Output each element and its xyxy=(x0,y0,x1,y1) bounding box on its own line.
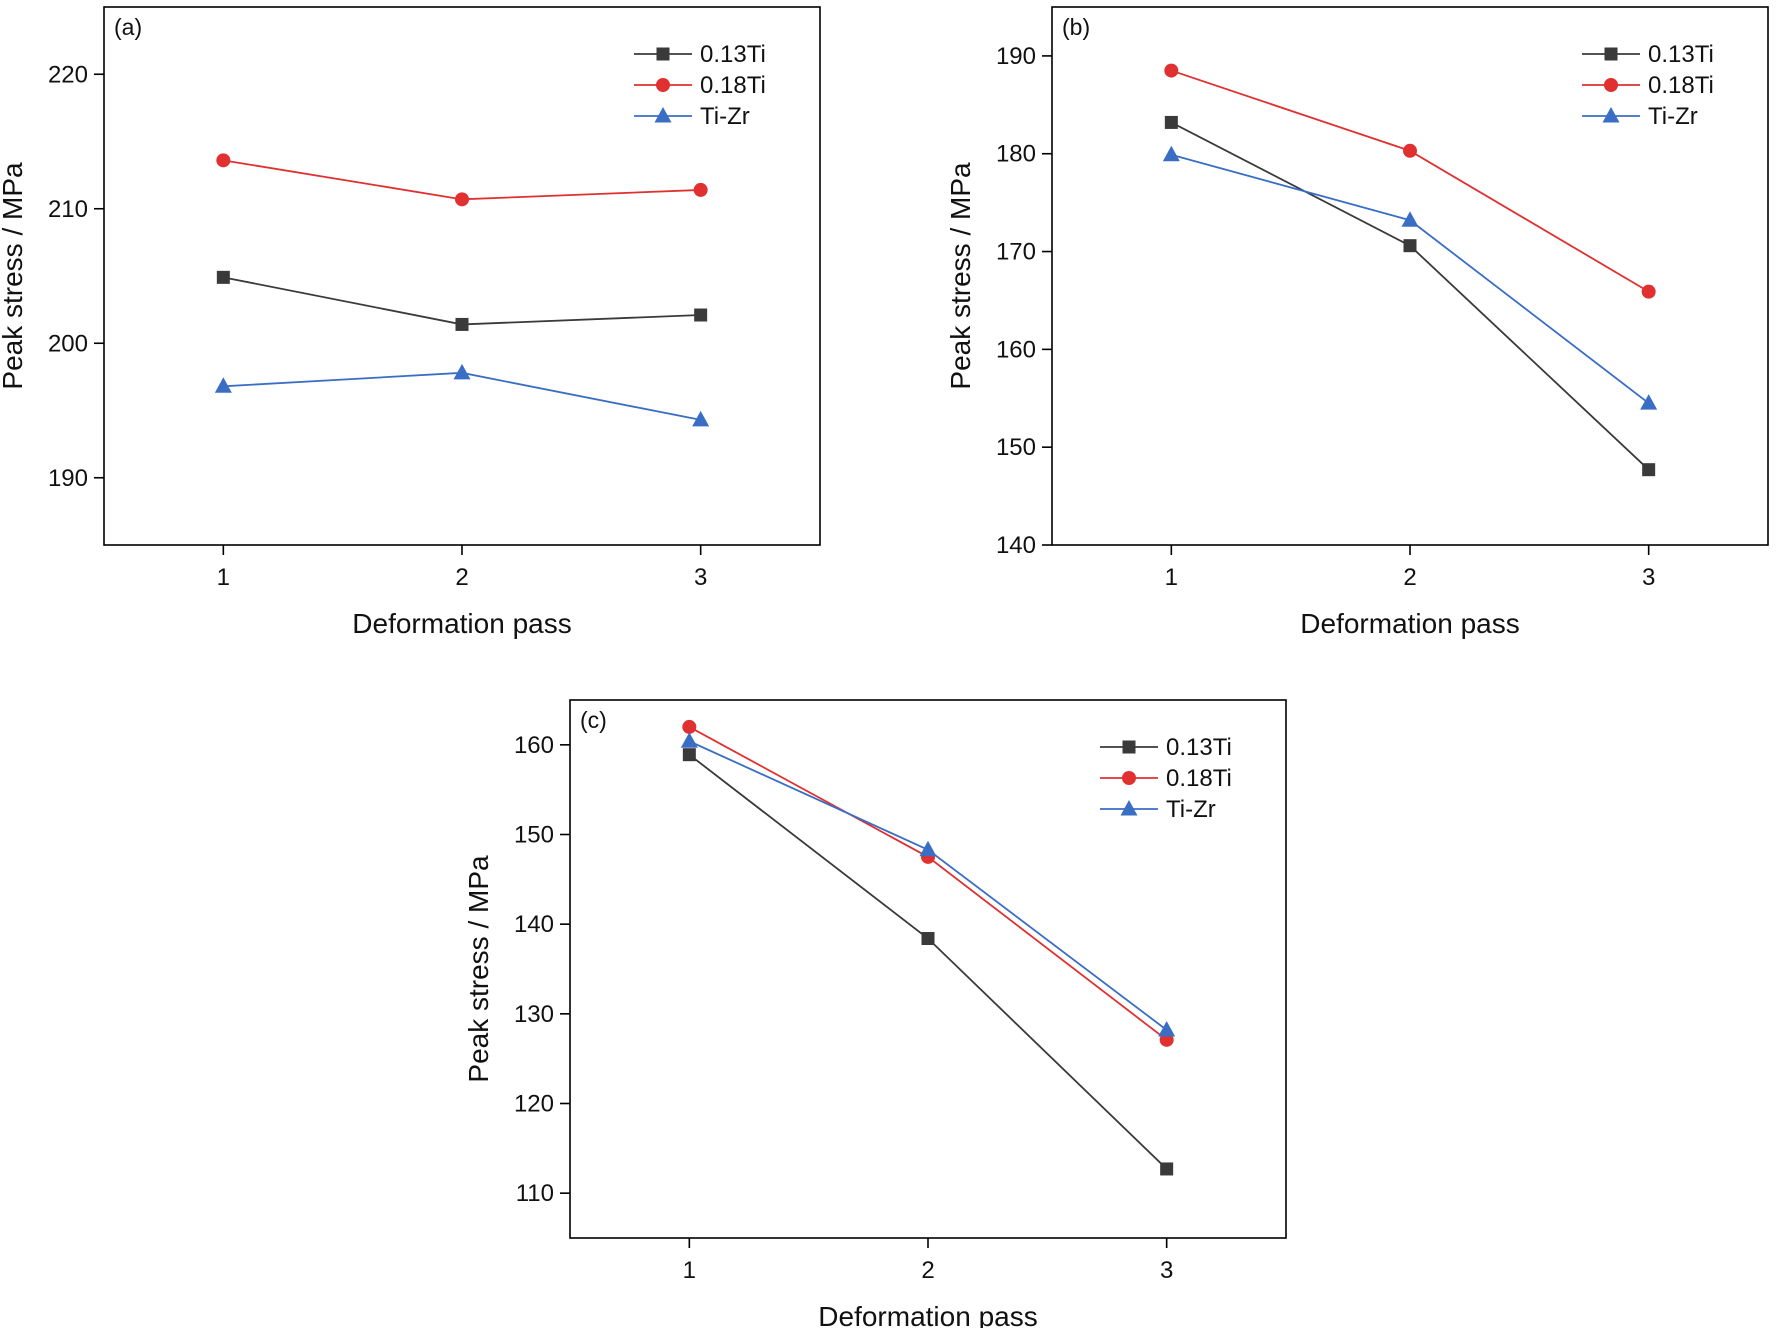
legend-marker xyxy=(1602,107,1620,123)
y-tick-label: 120 xyxy=(514,1091,554,1118)
legend-label: Ti-Zr xyxy=(1648,103,1698,130)
y-tick-label: 210 xyxy=(48,196,88,223)
panel-label: (a) xyxy=(114,14,142,40)
legend-marker xyxy=(1120,800,1138,816)
series-0.18Ti xyxy=(682,719,1174,1047)
y-tick-label: 150 xyxy=(514,822,554,849)
data-point xyxy=(1403,239,1417,253)
series-line xyxy=(1171,69,1650,293)
x-tick-label: 3 xyxy=(694,564,707,591)
y-tick-label: 110 xyxy=(516,1180,554,1207)
legend-marker xyxy=(1122,771,1136,785)
legend-label: 0.18Ti xyxy=(1648,72,1714,99)
y-tick-label: 180 xyxy=(996,141,1036,168)
data-point xyxy=(1162,145,1180,162)
chart-panel-1: (a) 190 200 210 220 1 2 3 Deformation pass Peak s… xyxy=(0,6,821,639)
x-tick-label: 2 xyxy=(455,564,468,591)
legend-marker xyxy=(656,47,670,61)
y-tick-label: 150 xyxy=(996,434,1036,461)
y-tick-label: 160 xyxy=(996,336,1036,363)
x-tick-label: 3 xyxy=(1642,564,1655,591)
data-point xyxy=(453,363,471,380)
legend-label: 0.18Ti xyxy=(700,72,766,99)
panel-label: (c) xyxy=(580,707,607,733)
series-line xyxy=(1171,153,1650,404)
legend-marker xyxy=(654,107,672,123)
series-Ti-Zr xyxy=(680,732,1176,1037)
data-point xyxy=(1160,1162,1174,1176)
data-point xyxy=(694,308,708,322)
data-point xyxy=(693,182,708,197)
y-axis-title: Peak stress / MPa xyxy=(945,162,976,390)
data-point xyxy=(214,377,232,393)
x-tick-label: 1 xyxy=(683,1257,696,1284)
y-tick-label: 130 xyxy=(514,1001,554,1028)
series-line xyxy=(688,740,1168,1031)
y-axis-title: Peak stress / MPa xyxy=(0,162,28,390)
x-axis-title: Deformation pass xyxy=(818,1301,1037,1328)
y-tick-label: 170 xyxy=(996,239,1036,266)
data-point xyxy=(1164,115,1178,129)
data-point xyxy=(1164,63,1179,78)
y-tick-label: 160 xyxy=(514,732,554,759)
data-point xyxy=(1642,463,1656,477)
legend-marker xyxy=(1122,740,1136,754)
series-0.18Ti xyxy=(1164,63,1656,299)
legend-marker xyxy=(1604,47,1618,61)
series-Ti-Zr xyxy=(214,363,710,427)
data-point xyxy=(921,932,935,946)
y-tick-label: 200 xyxy=(48,330,88,357)
legend-label: Ti-Zr xyxy=(700,103,750,130)
data-point xyxy=(216,153,231,168)
legend-marker xyxy=(1604,78,1618,92)
legend-label: 0.13Ti xyxy=(1648,41,1714,68)
series-line xyxy=(688,753,1168,1170)
y-tick-label: 190 xyxy=(48,465,88,492)
series-Ti-Zr xyxy=(1162,145,1658,410)
panel-label: (b) xyxy=(1062,14,1090,40)
x-tick-label: 2 xyxy=(921,1257,934,1284)
legend-marker xyxy=(656,78,670,92)
x-tick-label: 1 xyxy=(1165,564,1178,591)
legend: 0.13Ti 0.18Ti Ti-Zr xyxy=(1100,734,1232,823)
data-point xyxy=(1640,394,1658,410)
x-tick-label: 3 xyxy=(1160,1257,1173,1284)
data-point xyxy=(455,192,469,207)
data-point xyxy=(1641,284,1656,299)
legend-label: 0.18Ti xyxy=(1166,765,1232,792)
legend: 0.13Ti 0.18Ti Ti-Zr xyxy=(1582,41,1714,130)
legend: 0.13Ti 0.18Ti Ti-Zr xyxy=(634,41,766,130)
y-tick-label: 220 xyxy=(48,61,88,88)
x-axis-title: Deformation pass xyxy=(1300,608,1519,639)
y-tick-label: 140 xyxy=(996,532,1036,559)
data-point xyxy=(216,270,230,284)
series-0.13Ti xyxy=(216,270,708,331)
legend-label: 0.13Ti xyxy=(1166,734,1232,761)
data-point xyxy=(680,732,698,748)
y-tick-label: 190 xyxy=(996,43,1036,70)
x-axis-title: Deformation pass xyxy=(352,608,571,639)
y-axis-title: Peak stress / MPa xyxy=(463,855,494,1083)
chart-panel-2: (b) 140 150 160 170 180 190 1 2 3 Deformation pass… xyxy=(945,6,1769,639)
chart-panel-3: (c) 110 120 130 140 150 160 1 2 3 Deformation pass… xyxy=(463,699,1287,1328)
data-point xyxy=(919,840,937,857)
data-point xyxy=(682,719,697,734)
x-tick-label: 2 xyxy=(1403,564,1416,591)
y-tick-label: 140 xyxy=(514,911,554,938)
legend-label: Ti-Zr xyxy=(1166,796,1216,823)
x-tick-label: 1 xyxy=(217,564,230,591)
legend-label: 0.13Ti xyxy=(700,41,766,68)
data-point xyxy=(455,317,469,331)
data-point xyxy=(1401,211,1419,227)
series-0.13Ti xyxy=(682,748,1174,1176)
data-point xyxy=(1403,143,1417,158)
data-point xyxy=(1158,1020,1176,1037)
series-line xyxy=(223,371,701,421)
series-0.13Ti xyxy=(1164,115,1656,477)
data-point xyxy=(682,748,696,762)
data-point xyxy=(692,410,710,427)
series-0.18Ti xyxy=(216,153,708,207)
series-line xyxy=(223,276,701,326)
